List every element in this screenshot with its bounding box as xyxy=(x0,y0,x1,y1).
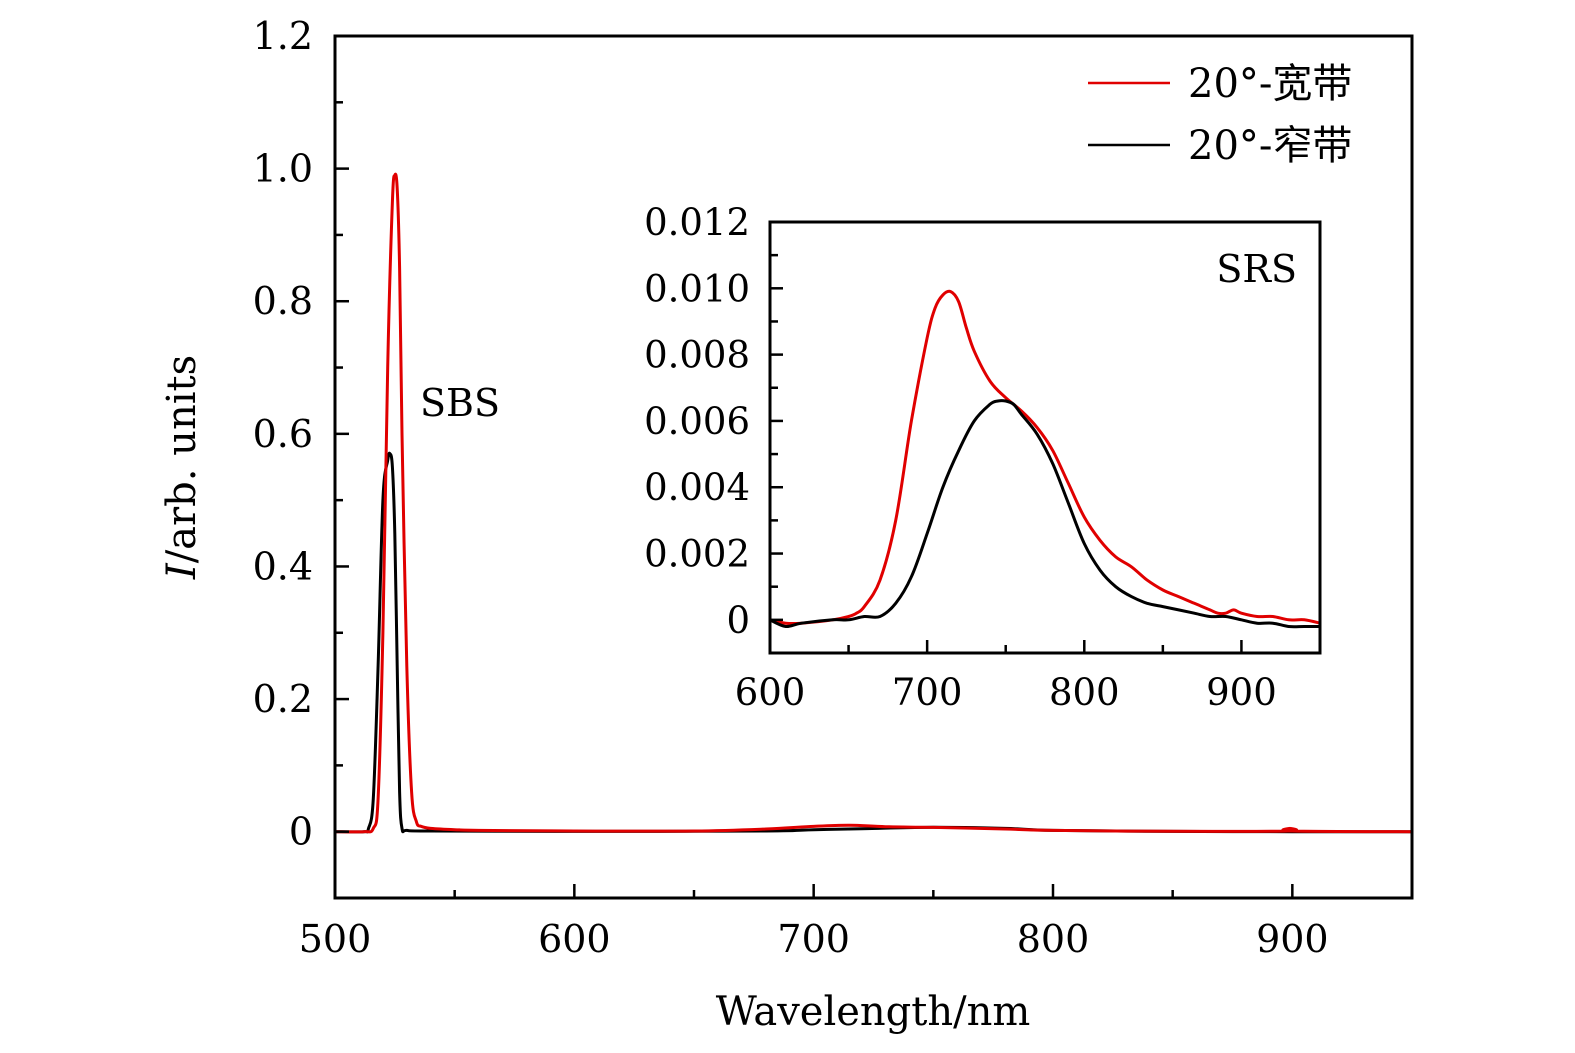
inset-plot-frame xyxy=(768,220,1322,655)
main-y-tick-label: 0.6 xyxy=(253,412,313,456)
legend-label-broadband: 20°-宽带 xyxy=(1188,61,1352,107)
inset-plot: 600 700 800 900 0 0.002 0.004 0.006 0.008 0.010 0.… xyxy=(644,201,1322,714)
inset-tick-labels: 600 700 800 900 0 0.002 0.004 0.006 0.008 0.010 0.… xyxy=(644,201,1277,714)
inset-y-tick-label: 0.004 xyxy=(644,466,750,509)
inset-series-line-narrowband xyxy=(770,399,1320,629)
main-x-tick-label: 900 xyxy=(1256,917,1329,961)
main-series-line-broadband xyxy=(335,172,1412,834)
main-y-tick-label: 0.8 xyxy=(253,279,313,323)
y-axis-title-units: /arb. units xyxy=(159,355,205,563)
inset-series-group xyxy=(770,289,1320,629)
legend-label-narrowband: 20°-窄带 xyxy=(1188,123,1352,169)
inset-x-tick-label: 700 xyxy=(892,671,963,714)
legend: 20°-宽带 20°-窄带 xyxy=(1088,61,1352,169)
main-series-group xyxy=(335,172,1412,834)
inset-series-line-broadband xyxy=(770,289,1320,626)
sbs-annotation: SBS xyxy=(420,381,500,425)
main-tick-labels: 500 600 700 800 900 0 0.2 0.4 0.6 0.8 1.0 1.2 xyxy=(253,14,1329,961)
main-x-tick-label: 600 xyxy=(538,917,611,961)
y-axis-title: I/arb. units xyxy=(159,355,205,580)
main-ticks xyxy=(333,34,1414,898)
main-y-tick-label: 0.2 xyxy=(253,677,313,721)
main-y-tick-label: 1.0 xyxy=(253,147,313,191)
srs-annotation: SRS xyxy=(1216,247,1297,291)
inset-y-tick-label: 0.002 xyxy=(644,533,750,576)
inset-y-tick-label: 0 xyxy=(726,599,750,642)
y-axis-title-symbol: I xyxy=(159,562,205,580)
main-y-tick-label: 1.2 xyxy=(253,14,313,58)
main-plot-frame xyxy=(333,34,1414,900)
main-y-tick-label: 0.4 xyxy=(253,544,313,588)
inset-y-tick-label: 0.010 xyxy=(644,267,750,310)
inset-y-tick-label: 0.006 xyxy=(644,400,750,443)
main-x-tick-label: 800 xyxy=(1017,917,1090,961)
main-plot: 500 600 700 800 900 0 0.2 0.4 0.6 0.8 1.0 1.2 Wavel… xyxy=(159,14,1414,1035)
inset-series-layer xyxy=(770,289,1320,629)
inset-y-tick-label: 0.012 xyxy=(644,201,750,244)
inset-x-tick-label: 800 xyxy=(1049,671,1120,714)
inset-y-tick-label: 0.008 xyxy=(644,334,750,377)
inset-x-tick-label: 900 xyxy=(1206,671,1277,714)
main-x-tick-label: 500 xyxy=(299,917,372,961)
main-series-layer xyxy=(335,172,1412,834)
x-axis-title: Wavelength/nm xyxy=(716,989,1031,1035)
inset-x-tick-label: 600 xyxy=(735,671,806,714)
inset-ticks xyxy=(768,220,1322,653)
main-y-tick-label: 0 xyxy=(289,810,313,854)
main-x-tick-label: 700 xyxy=(777,917,850,961)
